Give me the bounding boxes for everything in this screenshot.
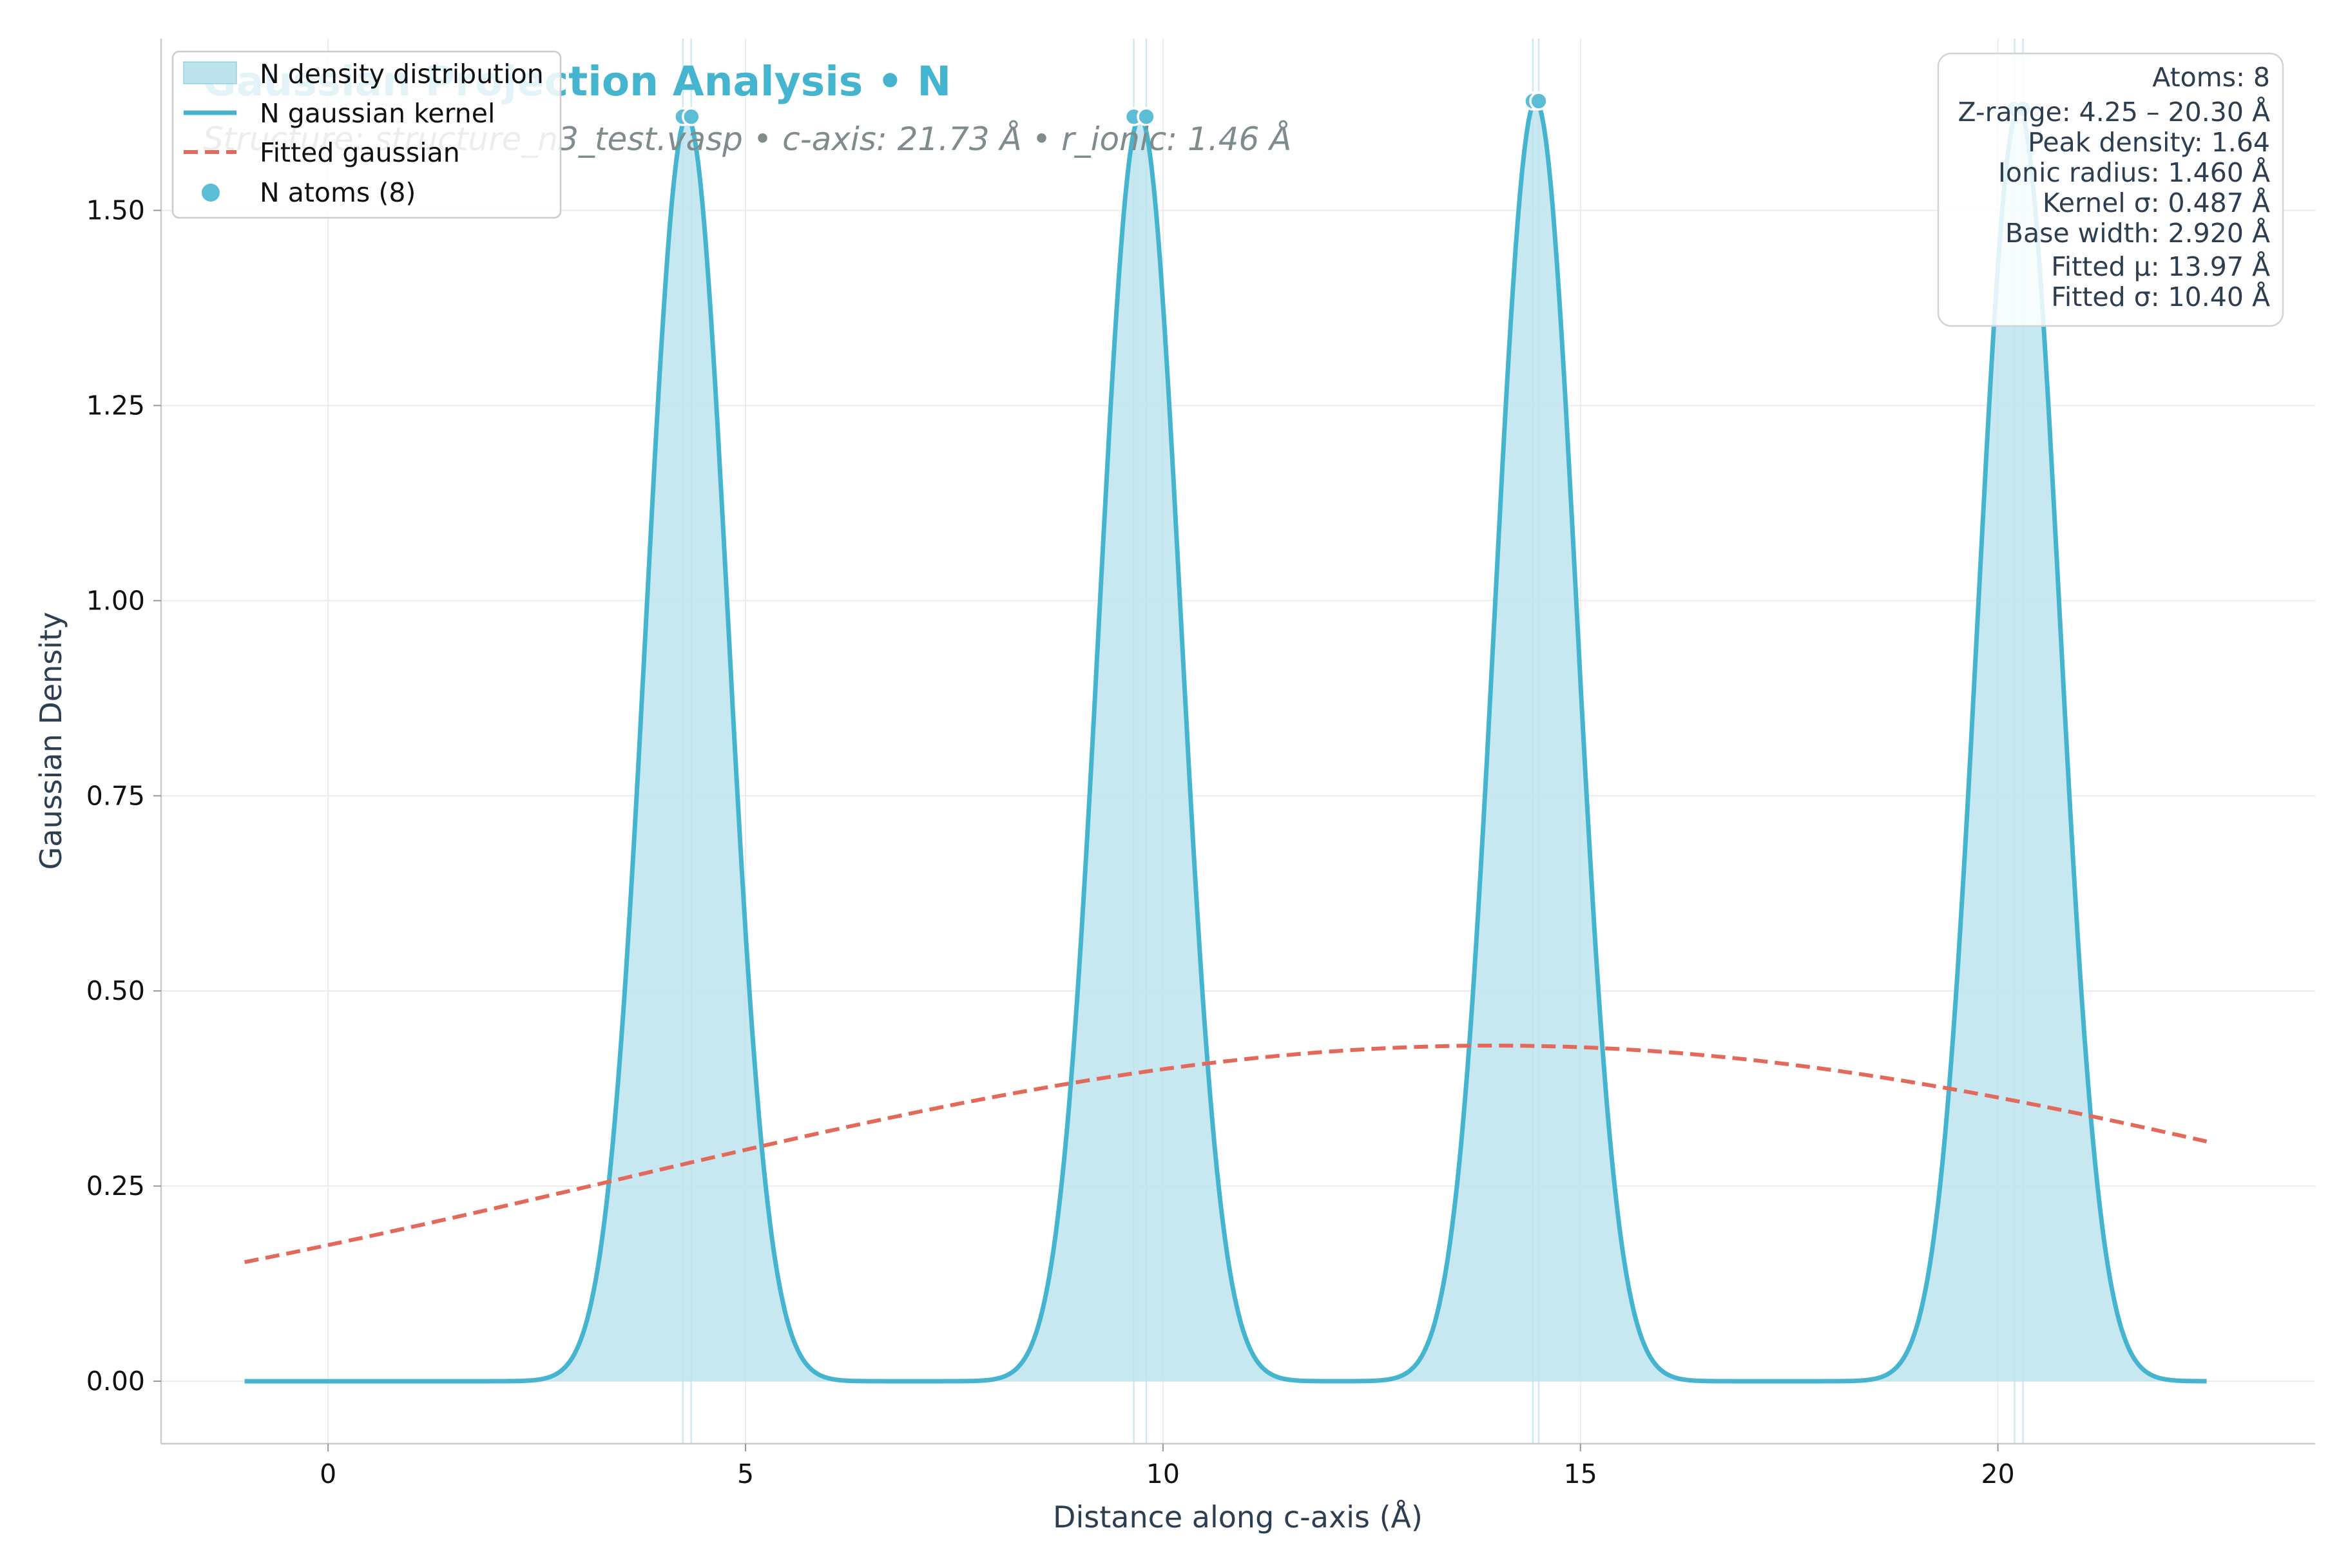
y-axis-label: Gaussian Density xyxy=(34,612,68,870)
y-tick-label-0: 0.00 xyxy=(86,1366,145,1397)
info-box-frame xyxy=(1937,52,2284,327)
info-z-range: Z-range: 4.25 – 20.30 Å xyxy=(1958,97,2270,128)
x-tick-label-1: 5 xyxy=(737,1458,754,1489)
info-box: Atoms: 8 Z-range: 4.25 – 20.30 Å Peak de… xyxy=(1937,52,2284,327)
kernel-line xyxy=(244,99,2207,1384)
y-tick-label-2: 0.50 xyxy=(86,975,145,1006)
info-fitted-mu: Fitted μ: 13.97 Å xyxy=(2051,251,2270,282)
legend-fill-swatch xyxy=(183,61,237,84)
info-base-width: Base width: 2.920 Å xyxy=(2005,218,2270,249)
y-tick-label-4: 1.00 xyxy=(86,585,145,616)
info-atoms: Atoms: 8 xyxy=(2152,62,2270,93)
x-tick-label-0: 0 xyxy=(320,1458,336,1489)
kernel-line-layer xyxy=(244,99,2207,1384)
info-ionic-radius: Ionic radius: 1.460 Å xyxy=(1998,157,2270,188)
x-ticks: 0 5 10 15 20 xyxy=(320,1444,2015,1489)
legend-label-fit: Fitted gaussian xyxy=(260,137,460,168)
y-tick-label-5: 1.25 xyxy=(86,390,145,421)
atom-marker-3 xyxy=(1137,107,1156,126)
atom-marker-1 xyxy=(682,107,701,126)
legend: N density distribution N gaussian kernel… xyxy=(171,50,562,219)
info-kernel-sigma: Kernel σ: 0.487 Å xyxy=(2043,187,2270,218)
density-fill-layer xyxy=(244,101,2207,1382)
legend-label-atoms: N atoms (8) xyxy=(260,177,416,208)
x-tick-label-2: 10 xyxy=(1146,1458,1180,1489)
y-tick-label-1: 0.25 xyxy=(86,1171,145,1201)
legend-label-fill: N density distribution xyxy=(260,59,544,90)
atom-lines-layer xyxy=(682,39,2024,1444)
y-tick-label-3: 0.75 xyxy=(86,780,145,811)
x-tick-label-4: 20 xyxy=(1981,1458,2015,1489)
density-fill-area xyxy=(244,101,2207,1382)
x-axis-label: Distance along c-axis (Å) xyxy=(1053,1500,1423,1535)
y-ticks: 0.00 0.25 0.50 0.75 1.00 1.25 1.50 xyxy=(86,195,161,1397)
y-tick-label-6: 1.50 xyxy=(86,195,145,226)
fitted-gaussian-line xyxy=(244,1044,2208,1265)
legend-atom-swatch xyxy=(202,184,220,202)
info-fitted-sigma: Fitted σ: 10.40 Å xyxy=(2051,282,2270,312)
x-tick-label-3: 15 xyxy=(1564,1458,1597,1489)
axes-layer xyxy=(160,39,2315,1445)
info-peak-density: Peak density: 1.64 xyxy=(2028,127,2270,158)
fit-line-layer xyxy=(244,1044,2208,1265)
legend-label-kernel: N gaussian kernel xyxy=(260,98,495,129)
atom-marker-5 xyxy=(1529,91,1548,111)
legend-box xyxy=(171,50,562,219)
